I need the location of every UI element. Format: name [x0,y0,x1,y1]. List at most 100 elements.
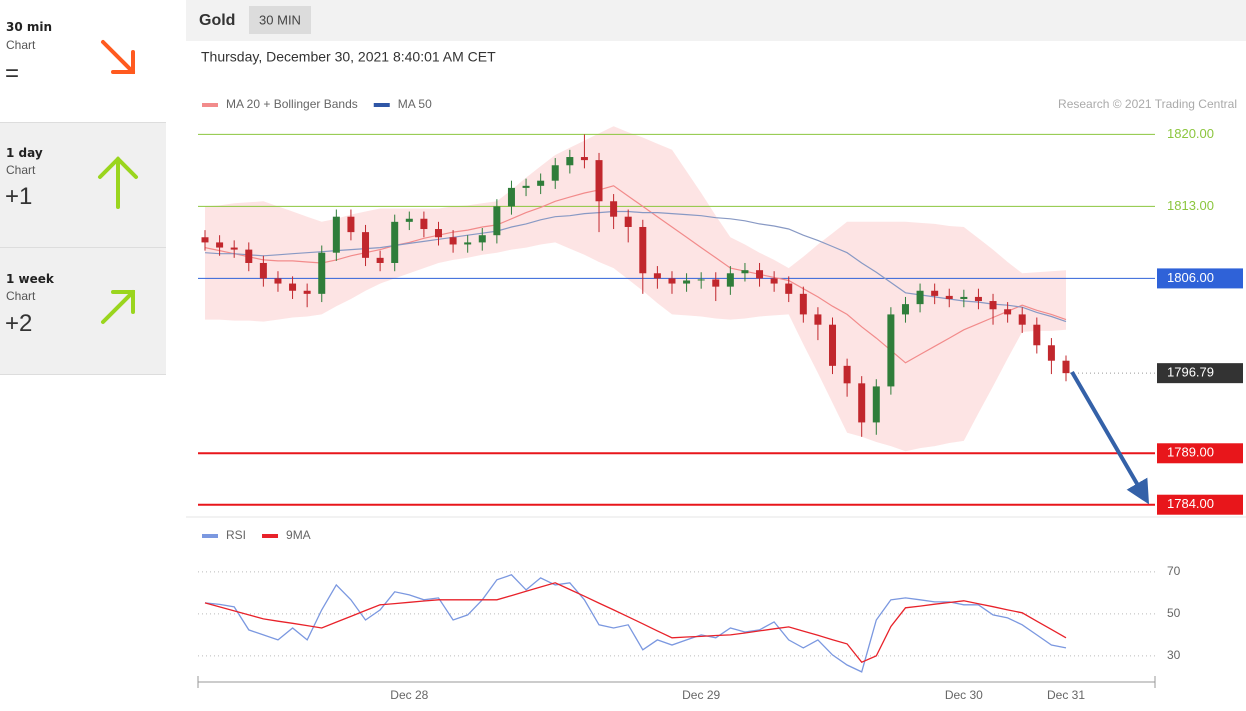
level-label: 1806.00 [1167,270,1214,285]
level-label: 1789.00 [1167,445,1214,460]
timeframe-badge[interactable] [249,6,311,34]
candle-body [989,301,997,310]
level-label: 1796.79 [1167,365,1214,380]
period: 1 week [6,272,54,286]
period: 30 min [6,20,53,34]
candle-body [712,279,720,287]
candle-body [405,218,413,222]
label: Chart [6,163,36,177]
candle-body [580,157,588,161]
y-tick-label: 30 [1167,648,1181,662]
legend-swatch [202,534,218,538]
legend-label: RSI [226,528,246,542]
candle-body [960,296,968,299]
candle-body [829,324,837,366]
signal-panel[interactable]: 1 week Chart +2 [0,248,166,375]
level-label-box [1157,494,1243,515]
candle-body [376,257,384,263]
level-label-box [1157,268,1243,289]
candle-body [1004,309,1012,315]
candle-body [756,270,764,279]
candle-body [945,295,953,299]
score: +2 [5,310,33,337]
candle-body [1047,345,1055,361]
legend-swatch [262,534,279,538]
candle-body [814,314,822,325]
candle-body [274,278,282,284]
candle-body [770,278,778,284]
candle-body [901,304,909,315]
candle-body [303,290,311,294]
projection-arrow [1070,370,1150,505]
candle-body [683,280,691,284]
candle-body [799,293,807,315]
candle-body [931,290,939,296]
level-label: 1820.00 [1167,126,1214,141]
subtitle: Thursday, December 30, 2021 8:40:01 AM C… [201,49,496,65]
x-tick-label: Dec 31 [1047,688,1085,702]
candle-body [347,216,355,233]
candle-body [785,283,793,294]
legend-label: MA 20 + Bollinger Bands [226,97,358,111]
candle-body [434,229,442,238]
candle-body [420,218,428,230]
candle-body [595,160,603,202]
label: Chart [6,289,36,303]
legend-swatch [202,103,218,107]
candle-body [522,185,530,188]
candle-body [245,249,253,263]
candle-body [916,290,924,305]
candle-body [887,314,895,387]
candle-body [391,221,399,263]
candle-body [493,206,501,236]
level-label-box [1157,363,1243,384]
signal-panel[interactable]: 30 min Chart = [0,0,166,123]
score: = [5,60,20,87]
bollinger-band [205,126,1066,452]
candle-body [610,201,618,217]
candle-body [1062,360,1070,374]
candle-body [566,157,574,166]
candle-body [843,365,851,384]
candle-body [537,180,545,186]
score: +1 [5,183,33,210]
candle-body [362,232,370,258]
candle-body [478,235,486,243]
legend-swatch [373,103,390,107]
moving-average [204,185,1067,364]
arrow-icon [101,290,135,324]
x-tick-label: Dec 28 [390,688,428,702]
candle-body [259,262,267,279]
candle-body [318,252,326,294]
series-line [204,582,1067,663]
y-tick-label: 70 [1167,564,1181,578]
candle-body [872,386,880,423]
chart-title: Gold [199,12,235,29]
x-tick-label: Dec 30 [945,688,983,702]
arrow-icon [101,40,135,74]
credit: Research © 2021 Trading Central [1058,97,1237,111]
candle-body [741,270,749,274]
candle-body [216,242,224,248]
candle-body [726,273,734,287]
candle-body [464,242,472,245]
candle-body [289,283,297,291]
header-bar [186,0,1246,41]
plot: 1820.00 1813.00 1806.00 1796.79 1789.00 1784.… [197,97,1243,702]
period: 1 day [6,146,43,160]
candle-body [230,247,238,250]
level-label-box [1157,443,1243,464]
x-tick-label: Dec 29 [682,688,720,702]
signal-panel[interactable]: 1 day Chart +1 [0,123,166,248]
arrow-icon [98,156,138,209]
level-label: 1784.00 [1167,496,1214,511]
series-line [204,574,1067,673]
candle-body [653,273,661,279]
legend-label: MA 50 [398,97,432,111]
candle-body [668,278,676,284]
candle-body [551,165,559,181]
candle-body [697,279,705,281]
label: Chart [6,38,36,52]
